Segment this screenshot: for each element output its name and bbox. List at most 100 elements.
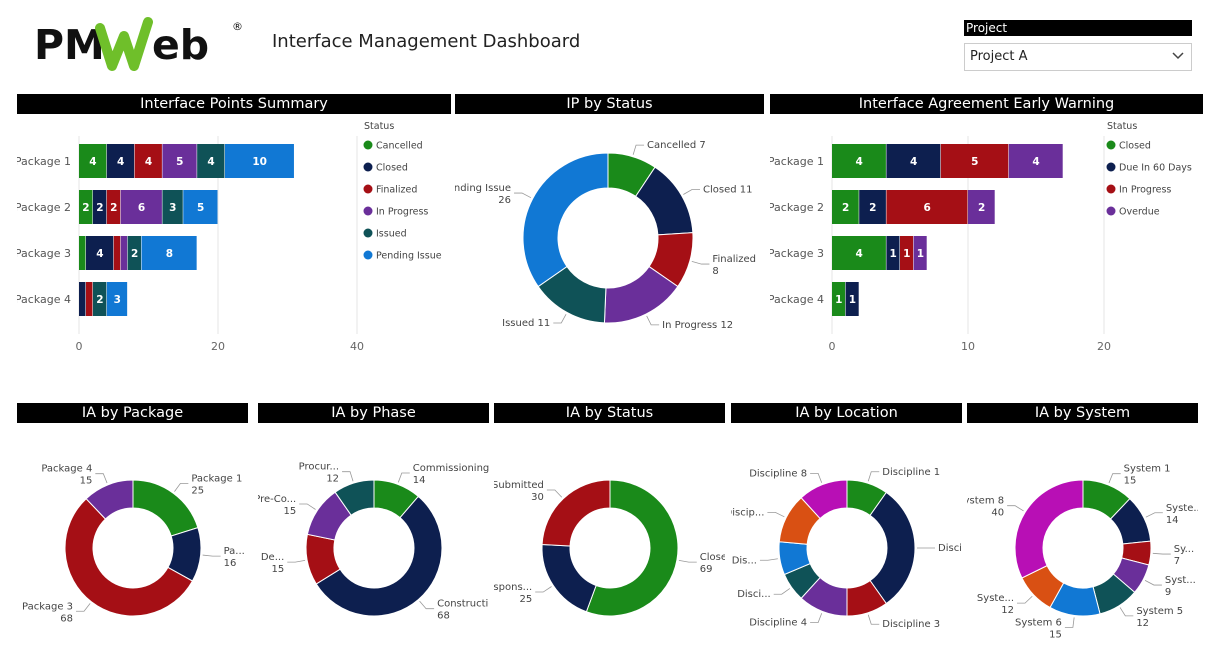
leader-line	[773, 588, 791, 595]
slice-value-label: 25	[519, 594, 532, 605]
bar-segment-pending-issue	[141, 236, 197, 270]
slice-value-label: 25	[191, 486, 204, 497]
category-label: Package 4	[17, 293, 71, 306]
slice-label: Disci...	[938, 543, 962, 554]
donut-slice-pending-issue	[522, 152, 609, 288]
legend-marker-in-progress	[1106, 184, 1116, 194]
slice-label: Commissioning	[413, 463, 489, 474]
bar-value-label: 10	[252, 156, 267, 168]
slice-value-label: 15	[283, 506, 296, 517]
bar-value-label: 8	[166, 248, 173, 260]
legend-marker-cancelled	[363, 140, 373, 150]
legend-label-in-progress: In Progress	[1119, 185, 1171, 196]
slice-label: Discipline 8	[749, 468, 807, 479]
leader-line	[1017, 595, 1033, 604]
donut-slice-closed-and	[585, 479, 679, 617]
bar-value-label: 4	[117, 156, 124, 168]
leader-line	[678, 559, 697, 563]
slice-value-label: 9	[1165, 587, 1171, 598]
leader-line	[299, 503, 316, 510]
bar-segment-due-in-60-days	[886, 144, 941, 178]
bar-segment-due-in-60-days	[886, 236, 900, 270]
legend-label-cancelled: Cancelled	[376, 141, 423, 152]
bar-segment-due-in-60-days	[845, 282, 859, 316]
bar-value-label: 4	[89, 156, 96, 168]
legend-label-due-in-60-days: Due In 60 Days	[1119, 163, 1192, 174]
bar-segment-cancelled	[79, 190, 93, 224]
ia-phase-header: IA by Phase	[258, 403, 489, 423]
slice-value-label: 15	[80, 476, 93, 487]
bar-segment-finalized	[134, 144, 162, 178]
ip-status-header: IP by Status	[455, 94, 764, 114]
leader-line	[95, 473, 108, 484]
project-dropdown[interactable]: Project A	[964, 43, 1192, 71]
donut-slice-discipline-2	[869, 491, 916, 605]
leader-line	[632, 144, 645, 155]
ia-system-header: IA by System	[967, 403, 1198, 423]
slice-label: System 8	[967, 496, 1004, 507]
slice-label: Procur...	[299, 462, 339, 473]
leader-line	[76, 603, 91, 612]
bar-segment-cancelled	[79, 144, 107, 178]
donut-slice-respons	[541, 544, 597, 613]
ia-phase-chart: Commissioning14Construction68De...15Pre-…	[258, 462, 489, 622]
leader-line	[1007, 505, 1024, 512]
leader-line	[1108, 473, 1121, 484]
bar-segment-closed	[832, 144, 886, 178]
donut-slice-procurement	[334, 479, 375, 516]
pmweb-logo: PM eb ®	[34, 16, 244, 76]
category-label: Package 2	[17, 201, 71, 214]
slice-label: System 1	[1124, 464, 1171, 475]
bar-segment-pending-issue	[183, 190, 218, 224]
legend-marker-finalized	[363, 184, 373, 194]
svg-text:eb: eb	[152, 21, 209, 69]
leader-line	[342, 471, 354, 482]
bar-segment-cancelled	[79, 236, 86, 270]
x-tick-label: 40	[350, 340, 364, 353]
bar-value-label: 4	[96, 248, 103, 260]
legend-label-pending-issue: Pending Issue	[376, 251, 442, 262]
bar-segment-issued	[127, 236, 142, 270]
leader-line	[1152, 552, 1171, 555]
bar-value-label: 5	[176, 156, 183, 168]
slice-value-label: 12	[326, 474, 339, 485]
slice-value-label: 15	[1124, 476, 1137, 487]
bar-value-label: 4	[1032, 156, 1039, 168]
slice-value-label: 12	[1001, 605, 1014, 616]
x-tick-label: 10	[961, 340, 975, 353]
bar-value-label: 2	[82, 202, 89, 214]
slice-label: Closed 11	[703, 185, 753, 196]
x-tick-label: 0	[829, 340, 836, 353]
category-label: Package 1	[17, 155, 71, 168]
slice-label: Discipline 1	[882, 467, 940, 478]
bar-segment-closed	[79, 282, 86, 316]
leader-line	[1064, 617, 1075, 628]
leader-line	[691, 261, 710, 265]
bar-value-label: 5	[197, 202, 204, 214]
donut-slice-package-3	[64, 498, 194, 617]
legend-marker-issued	[363, 228, 373, 238]
bar-value-label: 2	[96, 202, 103, 214]
ia-warning-header: Interface Agreement Early Warning	[770, 94, 1203, 114]
slice-label: Package 4	[41, 464, 92, 475]
bar-segment-finalized	[106, 190, 121, 224]
slice-label: Respons...	[494, 582, 532, 593]
slice-label: De...	[261, 552, 284, 563]
slice-label: System 6	[1015, 617, 1062, 628]
bar-segment-due-in-60-days	[859, 190, 886, 224]
bar-value-label: 4	[856, 156, 863, 168]
legend-marker-in-progress	[363, 206, 373, 216]
bar-value-label: 1	[890, 248, 897, 260]
slice-label: Pre-Co...	[258, 494, 296, 505]
leader-line	[553, 314, 567, 324]
slice-label: Issued 11	[502, 318, 550, 329]
leader-line	[202, 554, 221, 557]
slice-value-label: 15	[272, 564, 285, 575]
bar-segment-closed	[832, 236, 886, 270]
bar-segment-issued	[92, 282, 107, 316]
ia-warning-chart: 0 10 20 Package 1 4 4 5 4 Package 2 2 2 6 2 Package 3…	[770, 121, 1192, 353]
leader-line	[810, 473, 823, 483]
slice-value-label: 12	[1136, 618, 1149, 629]
